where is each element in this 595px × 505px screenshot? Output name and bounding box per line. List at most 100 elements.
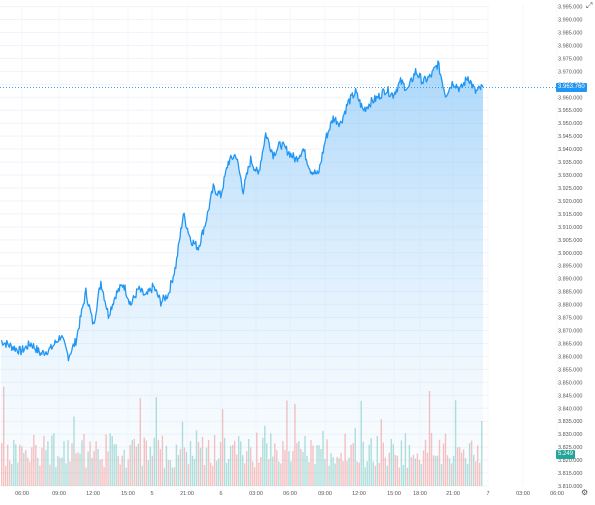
volume-bar (27, 457, 29, 486)
time-tick-label: 5 (150, 491, 153, 497)
price-tick-label: 3.835.000 (558, 419, 582, 425)
volume-bar (340, 452, 342, 486)
volume-bar (394, 454, 396, 486)
volume-bar (187, 464, 190, 486)
time-tick-label: 09:00 (318, 491, 332, 497)
volume-bar (236, 454, 238, 486)
volume-bar (31, 447, 33, 486)
price-tick-label: 3.925.000 (558, 186, 582, 192)
volume-bar (262, 438, 264, 486)
volume-bar (378, 462, 380, 486)
volume-bar (320, 449, 322, 486)
volume-bar (141, 465, 143, 486)
volume-bar (229, 446, 232, 486)
volume-bar (185, 452, 188, 486)
volume-bar (432, 455, 435, 486)
volume-bar (426, 452, 429, 486)
volume-bar (39, 465, 41, 486)
volume-bar (270, 433, 272, 486)
time-tick-label: 09:00 (52, 491, 66, 497)
volume-bar (105, 434, 107, 486)
volume-bar (454, 400, 457, 486)
volume-bar (256, 432, 258, 486)
volume-bar (77, 452, 79, 486)
volume-bar (322, 430, 324, 486)
price-tick-label: 3.930.000 (558, 173, 582, 179)
time-tick-label: 06:00 (15, 491, 29, 497)
volume-bar (87, 451, 89, 486)
volume-layer (1, 386, 483, 486)
price-tick-label: 3.855.000 (558, 367, 582, 373)
volume-bar (125, 467, 127, 486)
volume-bar (294, 403, 296, 486)
volume-bar (133, 438, 135, 486)
volume-bar (19, 444, 21, 486)
price-tick-label: 3.865.000 (558, 341, 582, 347)
volume-bar (446, 455, 449, 486)
volume-bar (456, 447, 459, 486)
volume-bar (83, 433, 85, 486)
gear-icon[interactable]: ⚙ (581, 488, 589, 497)
volume-bar (99, 459, 101, 486)
price-tick-label: 3.950.000 (558, 121, 582, 127)
volume-bar (310, 440, 312, 486)
volume-bar (388, 452, 390, 486)
volume-bar (9, 460, 11, 486)
volume-bar (356, 461, 358, 486)
price-tick-label: 3.900.000 (558, 251, 582, 257)
volume-bar (328, 465, 330, 486)
price-tick-label: 3.890.000 (558, 277, 582, 283)
time-tick-label: 7 (486, 491, 489, 497)
volume-bar (13, 439, 15, 486)
volume-bar (223, 438, 226, 486)
volume-bar (117, 455, 119, 486)
volume-bar (103, 467, 105, 486)
price-tick-label: 3.875.000 (558, 316, 582, 322)
volume-bar (129, 445, 131, 486)
volume-bar (402, 464, 405, 486)
time-tick-label: 03:00 (249, 491, 263, 497)
volume-bar (169, 460, 172, 486)
volume-bar (147, 460, 149, 486)
volume-bar (412, 454, 415, 486)
volume-bar (300, 448, 302, 486)
volume-bar (3, 386, 5, 486)
line-layer (0, 60, 556, 362)
volume-bar (11, 463, 13, 486)
volume-bar (47, 441, 49, 486)
price-tick-label: 3.840.000 (558, 406, 582, 412)
volume-bar (386, 465, 388, 486)
volume-bar (330, 453, 332, 486)
volume-bar (81, 440, 83, 486)
volume-bar (420, 464, 423, 486)
volume-bar (264, 425, 266, 486)
volume-bar (481, 421, 483, 486)
volume-bar (278, 461, 280, 486)
volume-bar (348, 457, 350, 486)
volume-bar (276, 450, 278, 486)
volume-bar (424, 439, 427, 486)
volume-bar (422, 450, 425, 486)
volume-bar (246, 451, 248, 486)
volume-bar (51, 435, 53, 486)
volume-bar (344, 433, 346, 486)
area-layer (1, 61, 483, 486)
volume-bar (334, 463, 336, 486)
time-tick-label: 21:00 (446, 491, 460, 497)
volume-bar (242, 455, 244, 486)
scale-mode-icon[interactable]: ⤢ (586, 1, 593, 10)
volume-bar (434, 455, 437, 486)
volume-bar (268, 459, 270, 486)
price-tick-label: 3.880.000 (558, 303, 582, 309)
volume-bar (252, 461, 254, 486)
volume-bar (65, 463, 67, 486)
volume-bar (1, 443, 3, 486)
price-line (0, 60, 484, 362)
volume-bar (5, 466, 7, 486)
volume-bar (450, 463, 453, 486)
volume-bar (221, 409, 224, 486)
volume-bar (165, 445, 168, 486)
volume-bar (57, 456, 59, 486)
